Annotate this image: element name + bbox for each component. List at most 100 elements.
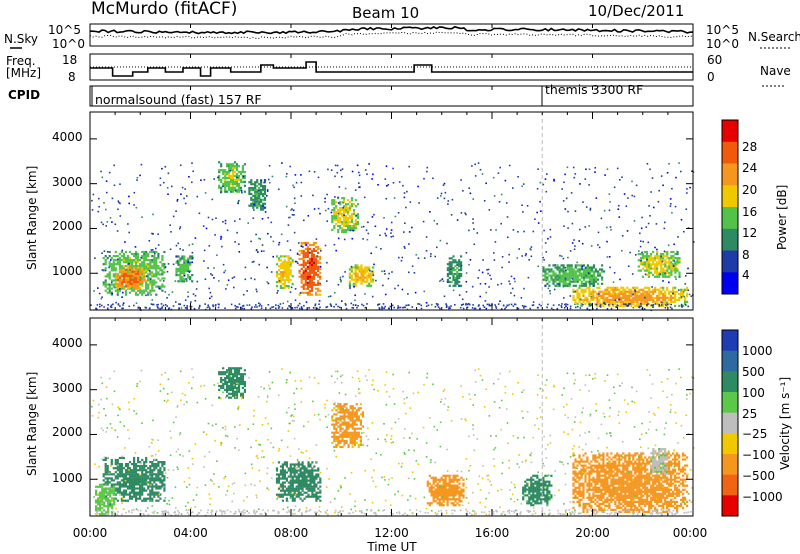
echo-cell [686,300,689,303]
power-colorbar-swatch [722,272,738,295]
echo-cell [530,502,533,505]
echo-cell [232,390,235,393]
echo-cell [149,273,152,276]
echo-cell [601,270,604,273]
echo-cell [458,269,461,272]
echo-cell [682,288,685,291]
echo-cell [438,490,441,493]
echo-cell [530,494,533,497]
echo-cell [579,183,581,185]
echo-cell [203,178,206,181]
echo-cell [347,219,350,222]
echo-cell [111,497,114,500]
echo-cell [566,274,569,277]
echo-cell [658,261,661,264]
echo-cell [306,251,309,254]
echo-cell [529,307,531,310]
echo-cell [212,304,214,306]
echo-cell [184,188,186,190]
echo-cell [304,281,307,284]
echo-cell [661,301,663,304]
echo-cell [130,252,134,256]
echo-cell [598,246,601,249]
echo-cell [331,435,334,438]
echo-cell [448,484,451,487]
echo-cell [224,171,227,174]
echo-cell [281,263,284,266]
echo-cell [648,302,651,305]
echo-cell [121,249,124,252]
echo-cell [122,291,124,294]
echo-cell [232,190,235,193]
echo-cell [348,274,351,277]
echo-cell [626,294,629,297]
echo-cell [532,496,535,499]
echo-cell [349,415,352,418]
echo-cell [283,275,286,278]
echo-cell [296,252,299,255]
echo-cell [333,407,336,410]
echo-cell [221,245,223,248]
echo-cell [252,202,255,205]
echo-cell [446,496,449,499]
echo-cell [305,469,308,472]
echo-cell [317,289,320,292]
echo-cell [136,177,139,179]
echo-cell [254,198,257,201]
echo-cell [554,266,557,269]
echo-cell [218,388,221,391]
echo-cell [622,292,625,295]
echo-cell [552,278,555,281]
echo-cell [565,303,567,305]
echo-cell [153,469,156,472]
echo-cell [456,272,459,276]
echo-cell [606,290,609,293]
echo-cell [628,292,631,295]
echo-cell [554,272,557,275]
echo-cell [452,255,455,258]
echo-cell [335,437,338,440]
echo-cell [316,307,318,310]
echo-cell [256,179,259,182]
echo-cell [155,473,158,476]
echo-cell [296,306,298,309]
echo-cell [141,479,144,482]
echo-cell [301,485,304,488]
echo-cell [289,257,292,260]
echo-cell [382,284,384,287]
echo-cell [233,375,237,378]
echo-cell [130,265,134,268]
echo-cell [576,274,579,277]
echo-cell [108,473,111,476]
echo-cell [120,485,123,488]
echo-cell [262,192,265,196]
echo-cell [345,221,348,224]
echo-cell [267,232,269,235]
echo-cell [262,198,265,201]
echo-cell [350,221,354,224]
echo-cell [124,265,128,268]
echo-cell [652,296,655,299]
echo-cell [103,487,106,490]
echo-cell [99,501,102,504]
echo-cell [664,265,667,268]
echo-cell [568,276,571,279]
echo-cell [261,218,264,220]
echo-cell [209,297,211,300]
echo-cell [446,482,449,485]
echo-cell [562,282,565,285]
echo-cell [226,380,229,384]
echo-cell [588,288,591,291]
echo-cell [260,198,263,201]
echo-cell [289,263,292,266]
echo-cell [590,274,594,277]
echo-cell [279,271,282,274]
echo-cell [126,265,130,268]
echo-cell [355,409,358,412]
echo-cell [281,467,284,470]
echo-cell [102,281,105,284]
echo-cell [313,479,316,482]
echo-cell [256,202,259,205]
echo-cell [658,292,661,295]
echo-cell [133,469,136,472]
